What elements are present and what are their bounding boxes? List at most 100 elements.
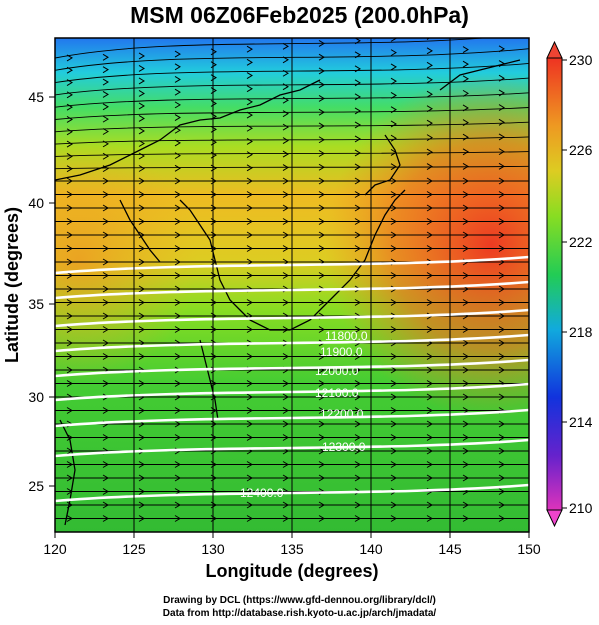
wind-arrow (354, 177, 361, 185)
wind-arrow (354, 353, 361, 360)
wind-arrow (138, 245, 145, 252)
height-contour (55, 308, 529, 328)
wind-arrow (318, 191, 325, 198)
wind-arrow (462, 461, 469, 468)
wind-arrow (282, 83, 289, 91)
wind-arrow (282, 420, 289, 428)
wind-arrow (102, 501, 109, 509)
wind-arrow (498, 245, 505, 252)
wind-arrow (462, 380, 469, 387)
wind-arrow (66, 380, 73, 387)
colorbar-tick-label: 226 (569, 142, 593, 158)
wind-arrow (246, 461, 253, 468)
wind-arrow (390, 366, 397, 374)
contour-labels: 11800.0 11900.0 12000.0 12100.0 12200.0 12300… (240, 329, 368, 500)
map-title: MSM 06Z06Feb2025 (200.0hPa) (130, 2, 469, 28)
wind-arrow (354, 380, 361, 387)
wind-arrow (66, 103, 73, 111)
wind-arrow (282, 272, 289, 279)
wind-arrow (282, 474, 289, 482)
wind-arrow (426, 231, 433, 239)
colorbar-tick-label: 222 (569, 234, 593, 250)
wind-arrow (354, 420, 361, 428)
wind-arrow (246, 501, 253, 509)
wind-arrow (174, 191, 181, 198)
wind-arrow (426, 380, 433, 387)
wind-arrow (174, 231, 181, 239)
wind-arrow (318, 136, 325, 144)
wind-arrow (390, 380, 397, 387)
wind-arrow (102, 312, 109, 320)
wind-arrow (498, 162, 505, 170)
wind-arrow (498, 434, 505, 441)
streamline (55, 92, 529, 108)
wind-arrow (318, 272, 325, 279)
wind-arrow (426, 105, 433, 113)
wind-arrow (102, 434, 109, 441)
wind-arrow (246, 58, 253, 66)
x-tick-label: 150 (517, 541, 541, 557)
wind-arrow (282, 69, 289, 77)
coastline (55, 59, 521, 526)
wind-arrow (138, 90, 145, 97)
wind-arrow (462, 366, 469, 374)
wind-arrow (426, 90, 433, 98)
wind-arrow (318, 380, 325, 387)
wind-arrow (318, 150, 325, 157)
wind-arrow (246, 151, 253, 159)
y-tick-label: 35 (28, 296, 44, 312)
wind-arrow (138, 65, 145, 72)
wind-arrow (246, 434, 253, 441)
wind-arrow (246, 353, 253, 360)
wind-arrow (138, 152, 145, 160)
wind-arrow (390, 91, 397, 99)
wind-arrow (390, 447, 397, 455)
wind-arrow (462, 272, 469, 279)
wind-arrow (66, 434, 73, 441)
wind-arrow (246, 45, 253, 53)
wind-arrow (318, 515, 325, 522)
height-contour (55, 483, 529, 503)
wind-arrow (66, 326, 73, 333)
streamline (55, 151, 529, 157)
wind-arrow (138, 312, 145, 320)
wind-arrow (102, 66, 109, 74)
wind-arrow (174, 461, 181, 468)
wind-arrow (318, 163, 325, 171)
y-tick-label: 45 (28, 89, 44, 105)
wind-arrow (426, 353, 433, 360)
wind-arrow (390, 461, 397, 468)
wind-arrow (138, 488, 145, 495)
wind-arrow (246, 164, 253, 172)
wind-arrow (390, 420, 397, 428)
wind-arrow (390, 106, 397, 114)
wind-arrow (390, 299, 397, 306)
wind-arrow (426, 272, 433, 279)
wind-arrow (282, 177, 289, 185)
wind-arrow (390, 245, 397, 252)
streamline (55, 121, 529, 133)
wind-arrow (66, 204, 73, 212)
x-tick-label: 140 (359, 541, 383, 557)
wind-arrow (174, 299, 181, 306)
contour-label: 12000.0 (315, 364, 359, 378)
wind-arrow (102, 177, 109, 185)
wind-arrow (174, 76, 181, 83)
wind-arrow (174, 326, 181, 333)
wind-arrow (66, 339, 73, 347)
wind-arrow (390, 49, 397, 57)
wind-arrow (174, 434, 181, 441)
map-plot-area: 11800.0 11900.0 12000.0 12100.0 12200.0 12300… (55, 38, 529, 532)
wind-arrow (462, 204, 469, 212)
wind-arrow (354, 135, 361, 143)
wind-arrow (498, 231, 505, 239)
wind-arrow (174, 258, 181, 266)
wind-arrow (102, 326, 109, 333)
colorbar-max-arrow (546, 40, 563, 59)
wind-arrow (102, 103, 109, 111)
wind-arrow (174, 420, 181, 428)
wind-arrow (426, 447, 433, 455)
wind-arrow (66, 79, 73, 86)
wind-arrow (66, 165, 73, 173)
height-contours (55, 255, 529, 503)
